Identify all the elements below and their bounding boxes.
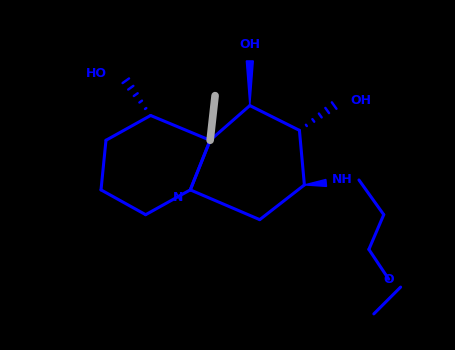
Polygon shape	[246, 61, 253, 106]
Text: OH: OH	[239, 37, 260, 50]
Text: HO: HO	[86, 67, 106, 80]
Text: N: N	[173, 191, 183, 204]
Text: O: O	[384, 273, 394, 286]
Text: NH: NH	[332, 174, 353, 187]
Text: OH: OH	[350, 94, 371, 107]
Polygon shape	[304, 180, 327, 187]
